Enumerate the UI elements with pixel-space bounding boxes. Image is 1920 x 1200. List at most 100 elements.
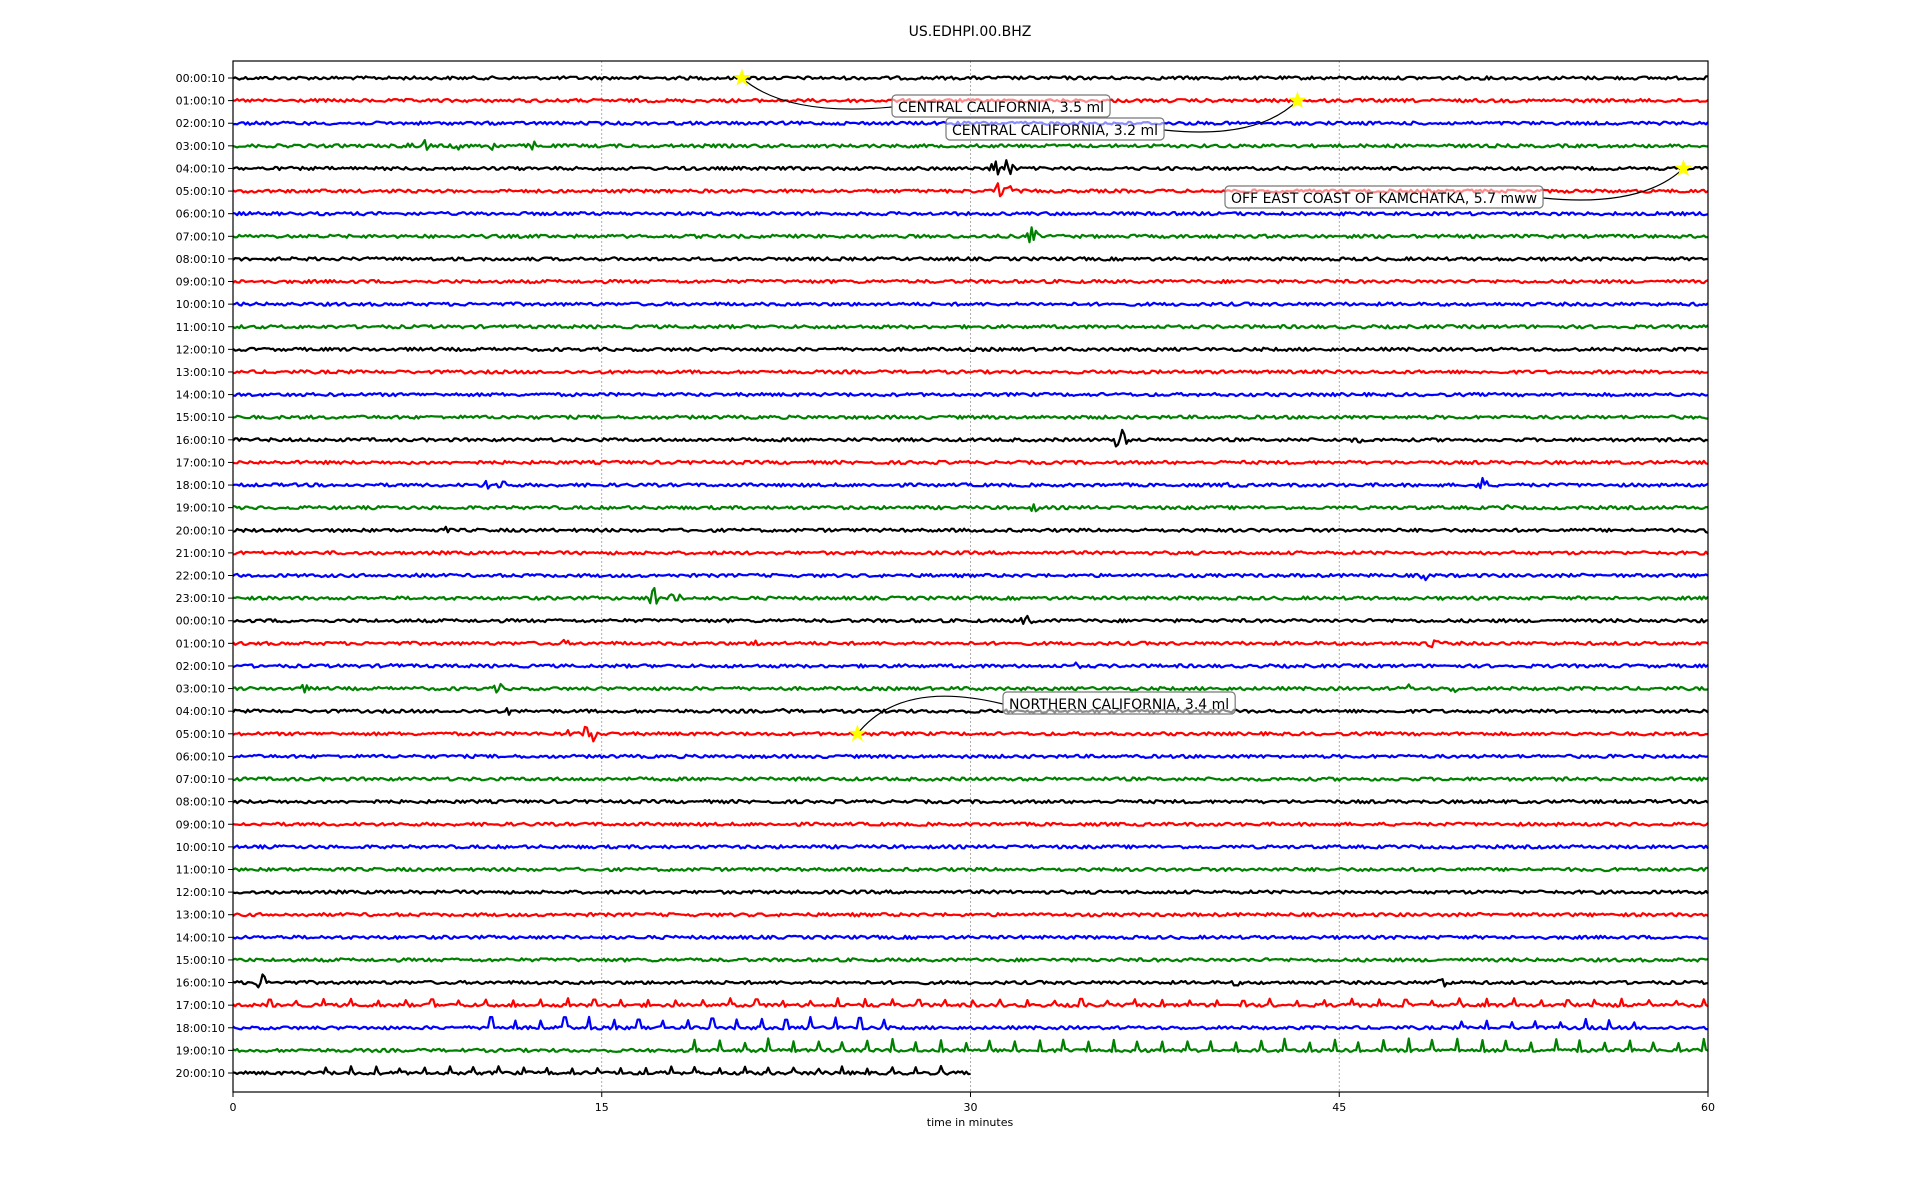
- y-tick-label: 12:00:10: [176, 343, 225, 356]
- y-tick-label: 20:00:10: [176, 1067, 225, 1080]
- y-tick-label: 11:00:10: [176, 321, 225, 334]
- y-tick-label: 05:00:10: [176, 728, 225, 741]
- y-axis-ticks: 00:00:10 01:00:10 02:00:10 03:00:10 04:00:10…: [176, 72, 233, 1080]
- annotation-box: [1224, 185, 1544, 209]
- annotation-label: CENTRAL CALIFORNIA, 3.5 ml: [898, 100, 1104, 116]
- y-tick-label: 01:00:10: [176, 95, 225, 108]
- trace-row-36: [232, 889, 1709, 895]
- trace-row-30: [232, 753, 1709, 760]
- annotation-label: CENTRAL CALIFORNIA, 3.2 ml: [952, 123, 1158, 139]
- annotation-connector: [1542, 168, 1684, 201]
- y-tick-label: 04:00:10: [176, 162, 225, 175]
- star-marker-icon: [1288, 91, 1307, 109]
- annotation-connector: [856, 695, 1004, 735]
- trace-row-38: [232, 934, 1708, 941]
- y-tick-label: 11:00:10: [176, 863, 225, 876]
- x-tick-label: 45: [1332, 1101, 1346, 1114]
- trace-row-25: [232, 638, 1709, 649]
- trace-row-31: [232, 776, 1709, 782]
- trace-row-24: [233, 614, 1709, 626]
- y-tick-label: 03:00:10: [176, 140, 225, 153]
- y-tick-label: 19:00:10: [176, 502, 225, 515]
- trace-row-16: [232, 428, 1709, 448]
- trace-row-26: [232, 661, 1709, 670]
- star-marker-icon: [732, 68, 751, 86]
- x-axis-label: time in minutes: [927, 1116, 1014, 1129]
- annotation-connector: [741, 77, 893, 110]
- trace-row-3: [232, 139, 1709, 151]
- y-tick-label: 17:00:10: [176, 456, 225, 469]
- y-tick-label: 21:00:10: [176, 547, 225, 560]
- trace-row-12: [232, 346, 1709, 353]
- y-tick-label: 17:00:10: [176, 999, 225, 1012]
- x-tick-label: 60: [1701, 1101, 1715, 1114]
- annotation-label: NORTHERN CALIFORNIA, 3.4 ml: [1009, 697, 1229, 713]
- trace-row-32: [232, 798, 1709, 805]
- y-tick-label: 09:00:10: [176, 276, 225, 289]
- y-tick-label: 16:00:10: [176, 434, 225, 447]
- y-tick-label: 00:00:10: [176, 615, 225, 628]
- trace-row-11: [232, 324, 1709, 330]
- y-tick-label: 05:00:10: [176, 185, 225, 198]
- y-tick-label: 02:00:10: [176, 660, 225, 673]
- trace-row-7: [232, 226, 1709, 244]
- x-tick-label: 30: [964, 1101, 978, 1114]
- annotation-connector: [1163, 100, 1298, 133]
- trace-row-41: [232, 997, 1709, 1008]
- trace-row-19: [232, 503, 1709, 513]
- trace-row-17: [232, 459, 1709, 466]
- y-tick-label: 15:00:10: [176, 954, 225, 967]
- annotation: CENTRAL CALIFORNIA, 3.5 ml: [732, 68, 1111, 118]
- y-tick-label: 12:00:10: [176, 886, 225, 899]
- trace-row-39: [232, 957, 1709, 963]
- trace-row-8: [232, 256, 1709, 262]
- y-tick-label: 13:00:10: [176, 366, 225, 379]
- y-tick-label: 07:00:10: [176, 773, 225, 786]
- trace-row-27: [232, 682, 1709, 694]
- trace-row-29: [232, 725, 1709, 743]
- annotation-label: OFF EAST COAST OF KAMCHATKA, 5.7 mww: [1231, 191, 1537, 207]
- trace-row-13: [232, 369, 1709, 375]
- annotation: CENTRAL CALIFORNIA, 3.2 ml: [945, 91, 1307, 141]
- trace-row-34: [232, 844, 1709, 850]
- y-tick-label: 06:00:10: [176, 750, 225, 763]
- traces: [232, 75, 1709, 1076]
- trace-row-20: [232, 525, 1709, 534]
- trace-row-18: [232, 476, 1709, 490]
- annotation-box: [945, 117, 1165, 141]
- trace-row-0: [232, 75, 1708, 81]
- trace-row-33: [232, 821, 1709, 827]
- annotation-box: [1002, 691, 1236, 715]
- y-tick-label: 02:00:10: [176, 117, 225, 130]
- y-tick-label: 03:00:10: [176, 683, 225, 696]
- trace-row-44: [232, 1064, 971, 1076]
- trace-row-9: [232, 278, 1709, 285]
- y-tick-label: 08:00:10: [176, 253, 225, 266]
- y-tick-label: 16:00:10: [176, 977, 225, 990]
- x-axis-ticks: 0 15 30 45 60: [230, 1092, 1715, 1114]
- y-tick-label: 20:00:10: [176, 524, 225, 537]
- trace-row-6: [232, 211, 1709, 217]
- trace-row-14: [232, 391, 1709, 398]
- y-tick-label: 09:00:10: [176, 818, 225, 831]
- y-tick-label: 18:00:10: [176, 1022, 225, 1035]
- annotation: OFF EAST COAST OF KAMCHATKA, 5.7 mww: [1224, 159, 1693, 209]
- y-tick-label: 01:00:10: [176, 637, 225, 650]
- y-tick-label: 04:00:10: [176, 705, 225, 718]
- y-tick-label: 19:00:10: [176, 1044, 225, 1057]
- trace-row-37: [232, 911, 1709, 918]
- chart-title: US.EDHPI.00.BHZ: [909, 24, 1032, 40]
- y-tick-label: 15:00:10: [176, 411, 225, 424]
- event-annotations: CENTRAL CALIFORNIA, 3.5 ml CENTRAL CALIFO…: [732, 68, 1693, 742]
- trace-row-10: [232, 301, 1709, 307]
- star-marker-icon: [848, 724, 867, 742]
- y-tick-label: 10:00:10: [176, 841, 225, 854]
- trace-row-15: [233, 414, 1709, 420]
- y-tick-label: 07:00:10: [176, 230, 225, 243]
- star-marker-icon: [1674, 159, 1693, 177]
- trace-row-40: [232, 973, 1709, 989]
- y-tick-label: 06:00:10: [176, 208, 225, 221]
- y-tick-label: 23:00:10: [176, 592, 225, 605]
- trace-row-4: [232, 159, 1709, 176]
